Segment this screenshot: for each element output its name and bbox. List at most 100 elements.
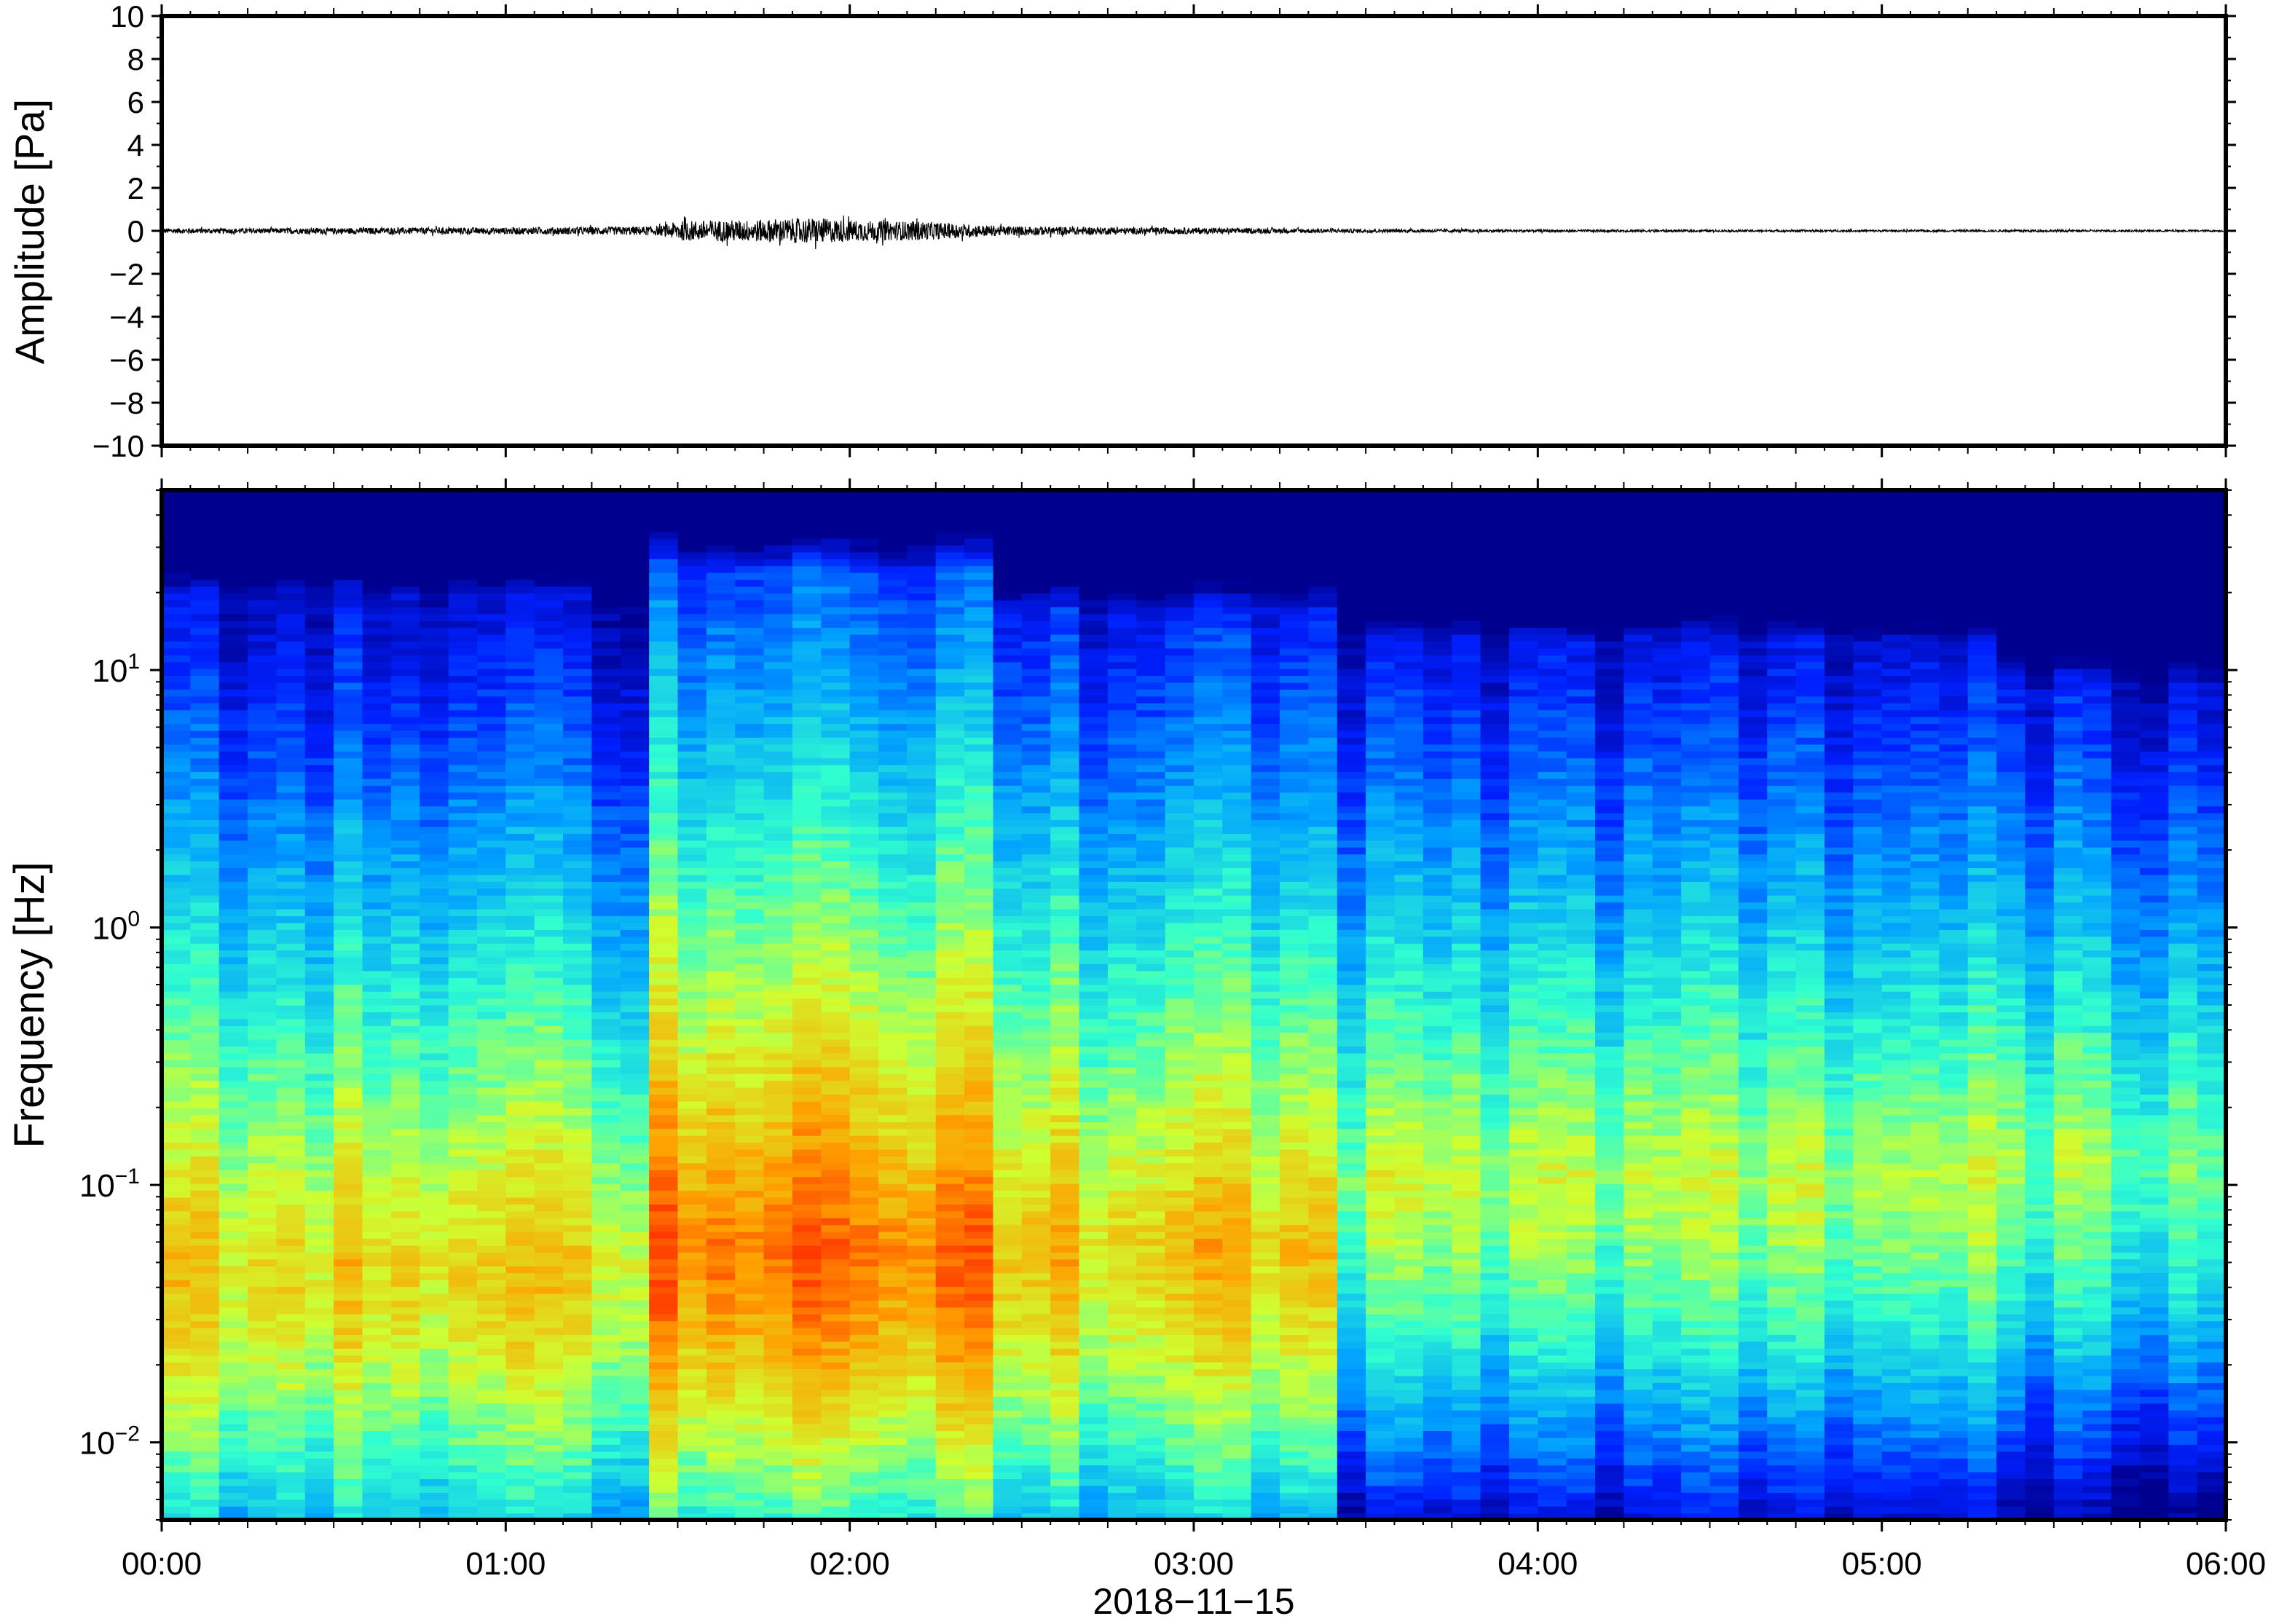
spectrogram-cell bbox=[849, 1382, 879, 1390]
spectrogram-cell bbox=[362, 647, 392, 655]
spectrogram-cell bbox=[849, 723, 879, 731]
spectrogram-cell bbox=[448, 1100, 478, 1108]
spectrogram-cell bbox=[420, 1485, 449, 1493]
spectrogram-cell bbox=[993, 1190, 1023, 1198]
spectrogram-cell bbox=[763, 572, 793, 580]
spectrogram-cell bbox=[1021, 695, 1051, 703]
spectrogram-cell bbox=[276, 1266, 306, 1274]
spectrogram-cell bbox=[1050, 998, 1080, 1006]
spectrogram-cell bbox=[706, 613, 736, 621]
spectrogram-cell bbox=[677, 1238, 707, 1246]
spectrogram-cell bbox=[993, 717, 1023, 725]
spectrogram-cell bbox=[620, 1478, 650, 1486]
spectrogram-cell bbox=[849, 813, 879, 821]
spectrogram-cell bbox=[735, 1108, 765, 1116]
waveform-y-axis-label: Amplitude [Pa] bbox=[7, 99, 52, 364]
spectrogram-cell bbox=[849, 503, 879, 511]
spectrogram-cell bbox=[649, 813, 679, 821]
spectrogram-cell bbox=[964, 531, 994, 539]
spectrogram-cell bbox=[763, 579, 793, 587]
spectrogram-cell bbox=[878, 833, 908, 841]
spectrogram-cell bbox=[964, 915, 994, 923]
spectrogram-cell bbox=[591, 730, 621, 738]
spectrogram-cell bbox=[706, 1018, 736, 1026]
spectrogram-cell bbox=[304, 1458, 334, 1466]
spectrogram-cell bbox=[276, 1280, 306, 1288]
spectrogram-cell bbox=[792, 943, 822, 951]
spectrogram-cell bbox=[219, 805, 248, 813]
spectrogram-cell bbox=[563, 915, 593, 923]
spectrogram-cell bbox=[219, 771, 248, 779]
spectrogram-cell bbox=[390, 620, 420, 628]
spectrogram-cell bbox=[620, 599, 650, 607]
spectrogram-cell bbox=[362, 751, 392, 759]
spectrogram-cell bbox=[304, 503, 334, 511]
spectrogram-cell bbox=[735, 593, 765, 601]
spectrogram-cell bbox=[420, 895, 449, 903]
spectrogram-cell bbox=[534, 559, 564, 567]
spectrogram-cell bbox=[362, 1355, 392, 1363]
waveform-line bbox=[161, 215, 2227, 250]
spectrogram-cell bbox=[248, 1245, 278, 1253]
spectrogram-cell bbox=[821, 1224, 851, 1232]
spectrogram-cell bbox=[792, 1032, 822, 1040]
spectrogram-cell bbox=[878, 709, 908, 717]
spectrogram-cell bbox=[1021, 565, 1051, 573]
spectrogram-cell bbox=[534, 744, 564, 752]
spectrogram-cell bbox=[706, 1080, 736, 1088]
spectrogram-cell bbox=[563, 551, 593, 559]
spectrogram-cell bbox=[849, 799, 879, 807]
spectrogram-cell bbox=[1021, 675, 1051, 683]
spectrogram-cell bbox=[334, 1135, 363, 1143]
spectrogram-cell bbox=[390, 1032, 420, 1040]
spectrogram-cell bbox=[1050, 607, 1080, 615]
spectrogram-cell bbox=[649, 1478, 679, 1486]
spectrogram-cell bbox=[448, 1252, 478, 1260]
spectrogram-cell bbox=[649, 819, 679, 827]
spectrogram-cell bbox=[821, 771, 851, 779]
spectrogram-cell bbox=[649, 717, 679, 725]
spectrogram-cell bbox=[878, 1382, 908, 1390]
spectrogram-cell bbox=[448, 490, 478, 498]
spectrogram-cell bbox=[563, 1314, 593, 1322]
spectrogram-cell bbox=[878, 929, 908, 937]
spectrogram-cell bbox=[476, 1060, 506, 1068]
spectrogram-cell bbox=[849, 737, 879, 745]
spectrogram-cell bbox=[849, 1142, 879, 1150]
spectrogram-cell bbox=[362, 1231, 392, 1239]
spectrogram-cell bbox=[505, 1266, 535, 1274]
spectrogram-cell bbox=[706, 497, 736, 505]
spectrogram-cell bbox=[534, 792, 564, 800]
spectrogram-cell bbox=[362, 895, 392, 903]
waveform-y-tick-label: −4 bbox=[109, 300, 144, 334]
spectrogram-cell bbox=[763, 497, 793, 505]
spectrogram-cell bbox=[677, 517, 707, 525]
spectrogram-cell bbox=[792, 1355, 822, 1363]
spectrogram-cell bbox=[1050, 792, 1080, 800]
spectrogram-cell bbox=[304, 1025, 334, 1033]
spectrogram-cell bbox=[334, 559, 363, 567]
spectrogram-cell bbox=[334, 517, 363, 525]
spectrogram-cell bbox=[563, 771, 593, 779]
spectrogram-cell bbox=[591, 826, 621, 834]
spectrogram-cell bbox=[1050, 1080, 1080, 1088]
spectrogram-cell bbox=[849, 1108, 879, 1116]
spectrogram-cell bbox=[248, 586, 278, 594]
spectrogram-cell bbox=[649, 991, 679, 999]
spectrogram-cell bbox=[420, 531, 449, 539]
spectrogram-cell bbox=[190, 888, 220, 896]
spectrogram-cell bbox=[1021, 1258, 1051, 1266]
spectrogram-cell bbox=[620, 634, 650, 642]
spectrogram-cell bbox=[706, 998, 736, 1006]
spectrogram-cell bbox=[304, 799, 334, 807]
spectrogram-cell bbox=[563, 936, 593, 944]
spectrogram-cell bbox=[792, 1300, 822, 1308]
spectrogram-cell bbox=[649, 1485, 679, 1493]
spectrogram-cell bbox=[935, 1148, 965, 1156]
spectrogram-cell bbox=[190, 1252, 220, 1260]
spectrogram-cell bbox=[706, 669, 736, 677]
spectrogram-cell bbox=[448, 1245, 478, 1253]
spectrogram-cell bbox=[878, 751, 908, 759]
spectrogram-cell bbox=[534, 1252, 564, 1260]
spectrogram-cell bbox=[1050, 1300, 1080, 1308]
